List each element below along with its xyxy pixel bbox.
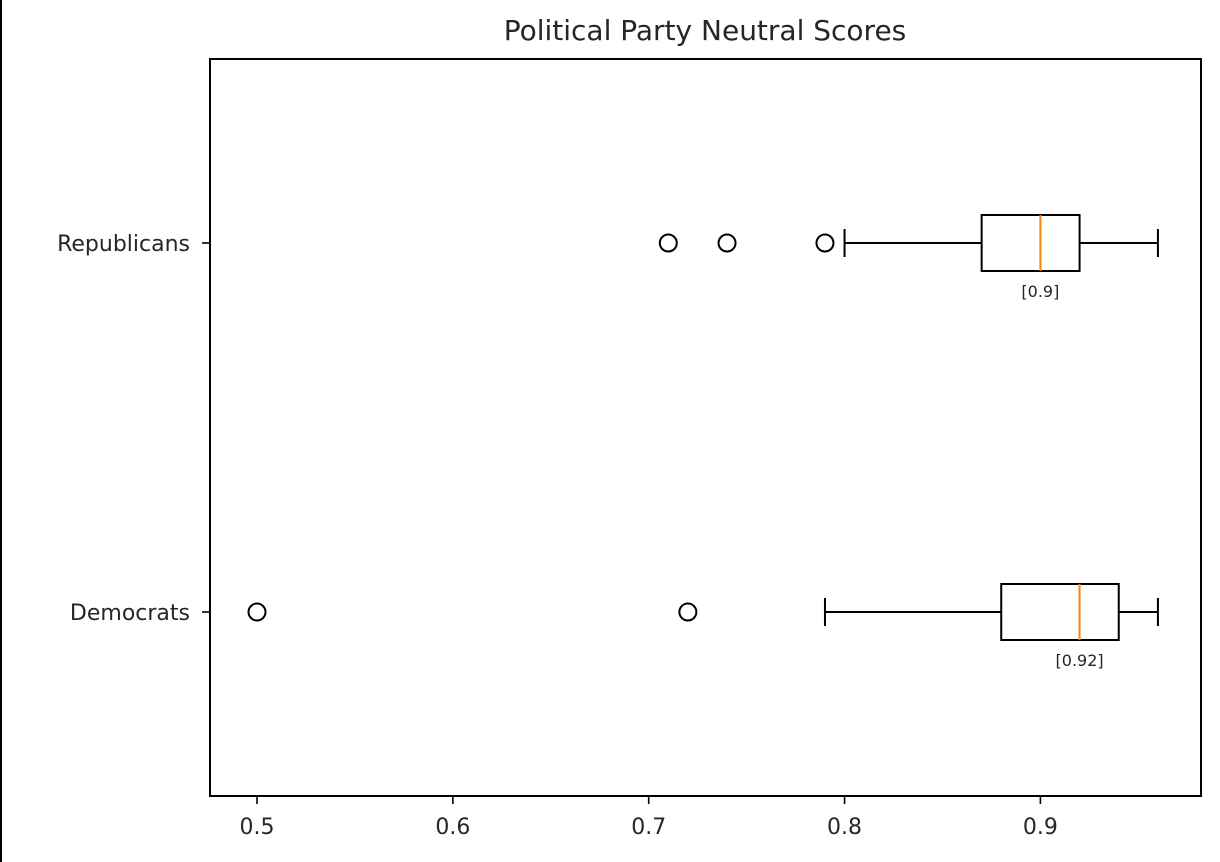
- x-tick-label-0: 0.5: [240, 815, 275, 840]
- axes-frame: [209, 58, 1202, 797]
- outlier-democrats-0: [247, 602, 267, 622]
- plot-area: 0.5 0.6 0.7 0.8 0.9 Democrats [0.92] Republican…: [57, 214, 1159, 840]
- box-democrats: [1000, 583, 1120, 641]
- median-label-democrats: [0.92]: [1056, 651, 1104, 670]
- outlier-republicans-1: [717, 233, 737, 253]
- outlier-republicans-2: [815, 233, 835, 253]
- outlier-democrats-1: [678, 602, 698, 622]
- y-tick-label-democrats: Democrats: [70, 601, 190, 626]
- median-label-republicans: [0.9]: [1021, 282, 1059, 301]
- outlier-republicans-0: [658, 233, 678, 253]
- x-tick-label-1: 0.6: [435, 815, 470, 840]
- x-tick-label-3: 0.8: [827, 815, 862, 840]
- box-republicans: [980, 214, 1081, 272]
- x-tick-label-2: 0.7: [631, 815, 666, 840]
- chart-title: Political Party Neutral Scores: [504, 14, 907, 47]
- x-tick-label-4: 0.9: [1023, 815, 1058, 840]
- y-tick-label-republicans: Republicans: [57, 232, 190, 257]
